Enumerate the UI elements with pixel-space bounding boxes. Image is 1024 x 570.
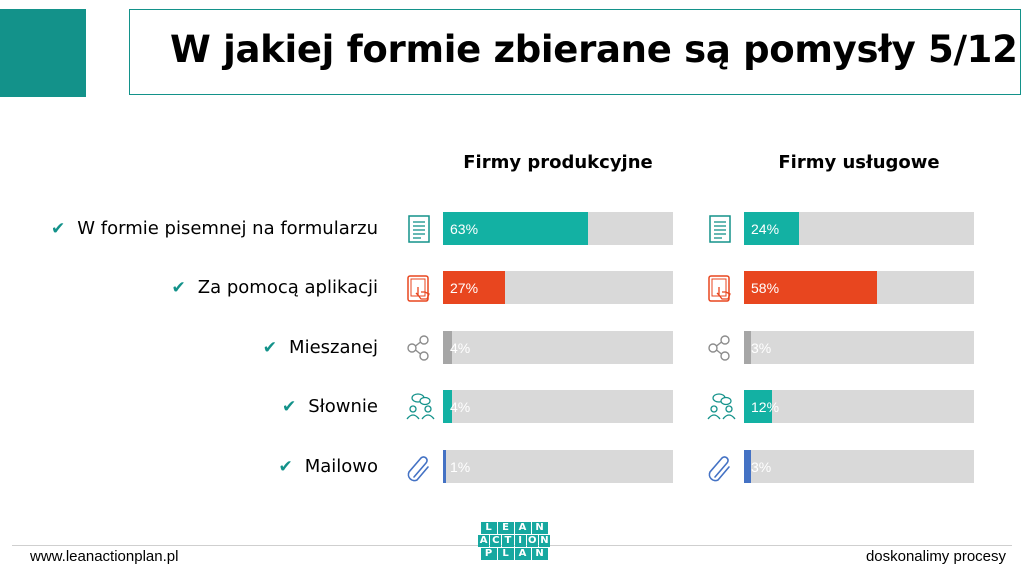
group-title-services: Firmy usługowe — [778, 152, 940, 173]
logo-letter: O — [526, 535, 538, 547]
data-label: 1% — [450, 459, 471, 475]
data-label: 27% — [450, 280, 479, 296]
tablet-icon — [406, 273, 432, 303]
bar — [744, 331, 751, 364]
share-icon — [707, 333, 733, 363]
paperclip-icon — [406, 452, 432, 482]
paperclip-icon — [707, 452, 733, 482]
data-label: 3% — [751, 459, 772, 475]
logo-letter: I — [514, 535, 526, 547]
category-label: ✔ Mailowo — [278, 456, 378, 478]
logo-letter: A — [477, 535, 490, 547]
footer-website: www.leanactionplan.pl — [30, 548, 179, 565]
data-label: 58% — [751, 280, 780, 296]
logo-letter: A — [514, 548, 531, 560]
category-text: Słownie — [308, 396, 378, 417]
bar — [443, 390, 453, 423]
category-label: ✔ Mieszanej — [263, 337, 378, 359]
bar-track: 27% — [443, 271, 673, 304]
category-text: W formie pisemnej na formularzu — [77, 218, 378, 239]
bar — [744, 450, 751, 483]
check-icon: ✔ — [281, 397, 297, 417]
conversation-icon — [707, 392, 736, 422]
tablet-icon — [707, 273, 733, 303]
data-label: 4% — [450, 340, 471, 356]
bar-track: 4% — [443, 390, 673, 423]
bar — [443, 331, 453, 364]
logo-letter: A — [514, 522, 531, 534]
check-icon: ✔ — [262, 338, 278, 358]
category-label: ✔ Słownie — [282, 396, 378, 418]
footer-slogan: doskonalimy procesy — [865, 548, 1006, 565]
category-text: Mieszanej — [289, 337, 378, 358]
category-label: ✔ Za pomocą aplikacji — [172, 277, 378, 299]
bar-track: 3% — [744, 331, 974, 364]
category-text: Mailowo — [304, 456, 378, 477]
page-title: W jakiej formie zbierane są pomysły 5/12 — [170, 28, 1018, 71]
bar — [744, 271, 878, 304]
bar — [443, 212, 588, 245]
bar-track: 24% — [744, 212, 974, 245]
logo-letter: L — [497, 548, 514, 560]
logo-letter: C — [490, 535, 502, 547]
logo-letter: L — [480, 522, 497, 534]
bar — [443, 450, 446, 483]
logo-letter: N — [531, 548, 548, 560]
bar-track: 58% — [744, 271, 974, 304]
form-icon — [707, 214, 733, 244]
data-label: 12% — [751, 399, 780, 415]
form-icon — [406, 214, 432, 244]
category-text: Za pomocą aplikacji — [197, 277, 378, 298]
title-box: W jakiej formie zbierane są pomysły 5/12 — [129, 9, 1021, 95]
accent-block — [0, 9, 86, 97]
bar — [744, 390, 772, 423]
bar-track: 3% — [744, 450, 974, 483]
logo-letter: N — [538, 535, 551, 547]
bar-track: 4% — [443, 331, 673, 364]
check-icon: ✔ — [171, 278, 186, 298]
data-label: 24% — [751, 221, 780, 237]
logo-letter: T — [502, 535, 514, 547]
check-icon: ✔ — [51, 219, 66, 239]
bar-track: 63% — [443, 212, 673, 245]
data-label: 63% — [450, 221, 479, 237]
bar-track: 1% — [443, 450, 673, 483]
bar — [443, 271, 506, 304]
logo-letter: N — [531, 522, 548, 534]
category-label: ✔ W formie pisemnej na formularzu — [51, 218, 378, 240]
share-icon — [406, 333, 432, 363]
data-label: 3% — [751, 340, 772, 356]
logo-letter: E — [497, 522, 514, 534]
logo-letter: P — [480, 548, 497, 560]
check-icon: ✔ — [278, 457, 293, 477]
bar — [744, 212, 800, 245]
group-title-production: Firmy produkcyjne — [463, 152, 653, 173]
bar-track: 12% — [744, 390, 974, 423]
conversation-icon — [406, 392, 435, 422]
data-label: 4% — [450, 399, 471, 415]
